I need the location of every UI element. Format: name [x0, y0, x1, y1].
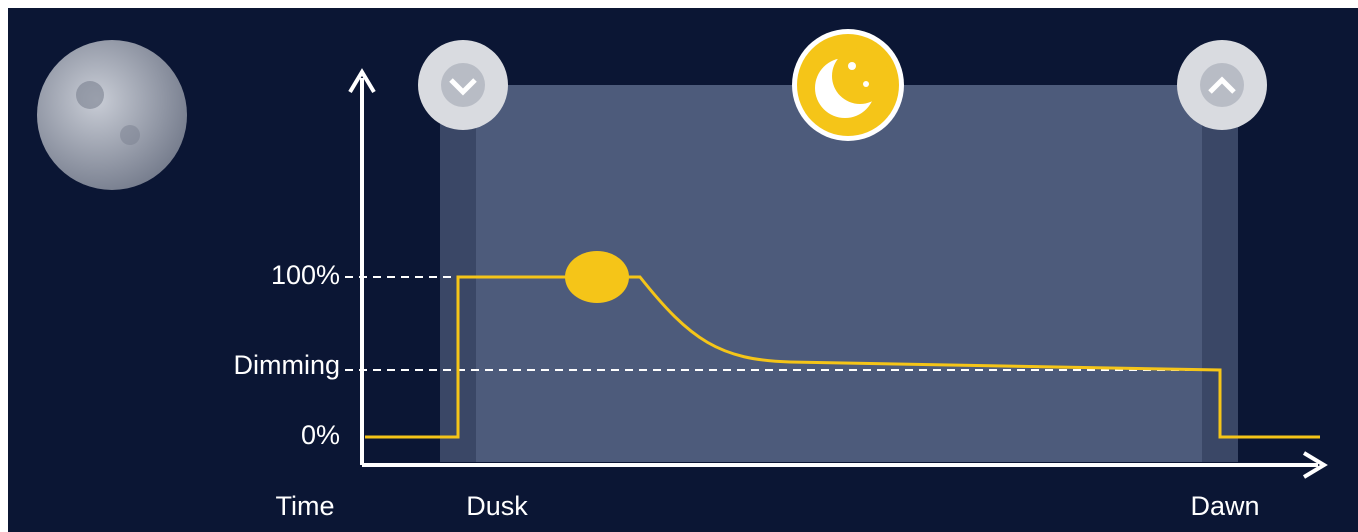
y-axis: [348, 68, 376, 465]
marker: [565, 251, 629, 303]
crater: [120, 125, 140, 145]
night-icon: [792, 29, 904, 141]
light-curve: [365, 275, 1320, 439]
x-axis: [362, 451, 1328, 479]
axis-label: Time: [276, 491, 335, 521]
moon-image: [37, 40, 187, 190]
sunset-icon: [418, 40, 508, 130]
level-label: 0%: [301, 420, 340, 450]
crater: [76, 81, 104, 109]
time-label: Dawn: [1190, 491, 1259, 521]
sunrise-icon: [1177, 40, 1267, 130]
time-label: Dusk: [466, 491, 528, 521]
level-label: Dimming: [233, 350, 340, 380]
level-label: 100%: [271, 260, 340, 290]
